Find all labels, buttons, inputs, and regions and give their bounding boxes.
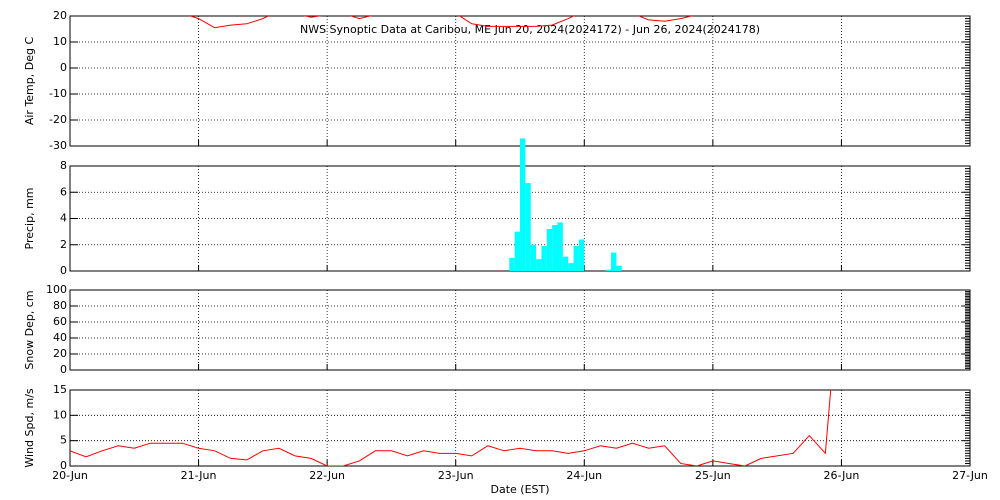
bar <box>611 252 617 271</box>
x-tick-label: 24-Jun <box>566 469 602 482</box>
y-tick-label: -10 <box>49 87 67 100</box>
bar <box>530 244 537 271</box>
y-tick-label: 40 <box>53 331 67 344</box>
plot-frame <box>69 389 971 467</box>
x-tick-label: 21-Jun <box>181 469 217 482</box>
bar <box>557 222 563 271</box>
bar <box>552 225 558 271</box>
y-tick-label: 0 <box>60 459 67 472</box>
y-tick-label: 0 <box>60 61 67 74</box>
x-axis-label: Date (EST) <box>490 483 549 496</box>
y-tick-label: 15 <box>53 383 67 396</box>
y-tick-label: 8 <box>60 159 67 172</box>
x-tick-label: 25-Jun <box>695 469 731 482</box>
y-axis-label: Wind Spd, m/s <box>23 388 36 468</box>
bar <box>616 265 622 271</box>
bar <box>536 259 542 271</box>
y-tick-label: 4 <box>60 212 67 225</box>
x-tick-label: 27-Jun <box>952 469 988 482</box>
x-tick-label: 20-Jun <box>52 469 88 482</box>
data-line <box>188 16 694 29</box>
bar <box>568 263 574 271</box>
bar <box>541 246 547 271</box>
plot-frame <box>69 289 971 371</box>
x-tick-label: 22-Jun <box>309 469 345 482</box>
y-tick-label: 100 <box>46 283 67 296</box>
y-tick-label: 20 <box>53 347 67 360</box>
y-tick-label: 0 <box>60 363 67 376</box>
y-tick-label: 0 <box>60 264 67 277</box>
y-tick-label: -20 <box>49 113 67 126</box>
y-tick-label: 6 <box>60 185 67 198</box>
y-tick-label: 10 <box>53 35 67 48</box>
y-tick-label: 5 <box>60 434 67 447</box>
y-tick-label: 2 <box>60 238 67 251</box>
y-tick-label: 20 <box>53 9 67 22</box>
bar <box>605 269 612 271</box>
y-tick-label: 80 <box>53 299 67 312</box>
x-tick-label: 26-Jun <box>824 469 860 482</box>
chart-title: NWS Synoptic Data at Caribou, ME Jun 20,… <box>300 23 760 36</box>
y-axis-label: Air Temp, Deg C <box>23 37 36 126</box>
y-tick-label: 10 <box>53 408 67 421</box>
y-tick-label: 60 <box>53 315 67 328</box>
bar <box>546 229 553 271</box>
bar <box>525 183 531 271</box>
bar <box>509 257 515 271</box>
y-axis-label: Precip, mm <box>23 188 36 250</box>
bar <box>578 239 585 271</box>
data-line <box>70 390 832 466</box>
bar <box>573 246 579 271</box>
bar <box>520 138 526 271</box>
y-tick-label: -30 <box>49 139 67 152</box>
bar <box>514 231 520 271</box>
x-tick-label: 23-Jun <box>438 469 474 482</box>
y-axis-label: Snow Dep, cm <box>23 290 36 369</box>
bar <box>562 256 569 271</box>
